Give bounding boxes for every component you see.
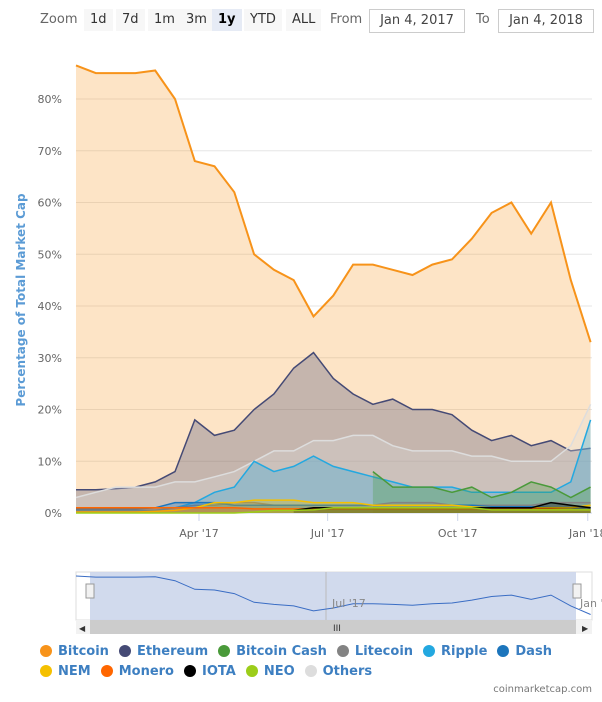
legend-marker-icon (184, 665, 196, 677)
others-area (76, 404, 591, 513)
legend-item-monero[interactable]: Monero (100, 663, 174, 679)
legend-label: Litecoin (354, 643, 414, 659)
legend-item-others[interactable]: Others (304, 663, 373, 679)
y-tick-label: 0% (45, 507, 62, 520)
legend-marker-icon (245, 665, 258, 677)
legend-label: Bitcoin Cash (236, 643, 327, 659)
neo-area (76, 507, 591, 513)
neo-line[interactable] (76, 507, 591, 514)
from-label: From (330, 12, 363, 27)
zoom-button-7d[interactable]: 7d (116, 9, 145, 31)
legend-item-bitcoin[interactable]: Bitcoin (40, 644, 109, 659)
ethereum-line[interactable] (76, 351, 591, 491)
legend-marker-icon (40, 665, 52, 677)
y-tick-label: 60% (38, 197, 62, 210)
legend-label: NEO (263, 663, 295, 679)
legend-item-nem[interactable]: NEM (40, 664, 91, 679)
legend-label: Ripple (441, 643, 488, 659)
scroll-left-arrow-icon[interactable]: ◀ (79, 624, 86, 633)
from-date-input[interactable]: Jan 4, 2017 (369, 9, 465, 33)
legend-label: Bitcoin (58, 643, 109, 659)
y-tick-label: 70% (38, 145, 62, 158)
zoom-button-3m[interactable]: 3m (180, 9, 213, 31)
zoom-label: Zoom (40, 12, 78, 27)
legend-label: Dash (515, 643, 552, 659)
ethereum-area (76, 352, 591, 513)
legend-marker-icon (40, 645, 52, 657)
bitcoin-cash-line[interactable] (372, 471, 591, 499)
legend-label: Ethereum (136, 643, 209, 659)
legend-item-bitcoin-cash[interactable]: Bitcoin Cash (218, 644, 327, 659)
navigator-tick-jul: Jul '17 (331, 597, 366, 610)
zoom-button-all[interactable]: ALL (286, 9, 322, 31)
zoom-button-1m[interactable]: 1m (148, 9, 181, 31)
x-tick-label: Jan '18 (568, 527, 602, 540)
y-tick-label: 30% (38, 352, 62, 365)
y-tick-label: 80% (38, 93, 62, 106)
legend-marker-icon (218, 645, 231, 657)
zoom-button-1d[interactable]: 1d (84, 9, 113, 31)
legend-marker-icon (336, 645, 349, 657)
legend-label: NEM (58, 663, 91, 679)
x-tick-label: Apr '17 (179, 527, 219, 540)
x-tick-label: Oct '17 (438, 527, 478, 540)
navigator-right-handle[interactable] (572, 583, 582, 599)
y-tick-label: 10% (38, 455, 62, 468)
navigator-left-handle[interactable] (85, 583, 95, 599)
nem-area (76, 500, 591, 513)
to-date-input[interactable]: Jan 4, 2018 (498, 9, 594, 33)
legend-item-iota[interactable]: IOTA (184, 664, 236, 679)
navigator-tick-jan: Jan '18 (579, 597, 602, 610)
legend-marker-icon (304, 665, 317, 677)
scroll-right-arrow-icon[interactable]: ▶ (582, 624, 589, 633)
y-tick-label: 50% (38, 248, 62, 261)
others-line[interactable] (75, 403, 592, 499)
ripple-line[interactable] (76, 419, 592, 512)
legend-item-neo[interactable]: NEO (245, 663, 295, 679)
bitcoin-area (76, 65, 591, 514)
legend-label: Others (322, 663, 373, 679)
bitcoin-line[interactable] (75, 64, 592, 343)
credit-link[interactable]: coinmarketcap.com (493, 684, 592, 695)
legend-marker-icon (118, 645, 131, 657)
legend-item-dash[interactable]: Dash (497, 644, 552, 659)
zoom-button-1y[interactable]: 1y (212, 9, 242, 31)
legend-label: IOTA (202, 663, 236, 679)
legend-label: Monero (118, 663, 174, 679)
navigator[interactable]: Jul '17 Jan '18 III ◀ ▶ (0, 568, 602, 638)
y-tick-label: 40% (38, 300, 62, 313)
zoom-button-ytd[interactable]: YTD (244, 9, 282, 31)
main-chart: Percentage of Total Market Cap 0% 10% 20% 3… (14, 64, 602, 540)
legend-item-ethereum[interactable]: Ethereum (118, 643, 209, 659)
scrollbar-thumb[interactable] (90, 620, 576, 634)
navigator-bitcoin-line (75, 575, 591, 615)
monero-line[interactable] (76, 507, 591, 511)
legend-item-ripple[interactable]: Ripple (423, 644, 487, 659)
legend-item-litecoin[interactable]: Litecoin (336, 643, 414, 659)
x-tick-label: Jul '17 (310, 527, 345, 540)
legend: Bitcoin Ethereum Bitcoin Cash Litecoin Rippl… (40, 641, 602, 681)
y-tick-label: 20% (38, 404, 62, 417)
to-label: To (476, 12, 490, 27)
legend-marker-icon (423, 645, 436, 657)
legend-marker-icon (100, 665, 113, 677)
y-axis-label: Percentage of Total Market Cap (14, 193, 28, 407)
legend-marker-icon (497, 645, 510, 657)
dash-line[interactable] (76, 501, 591, 510)
scrollbar-grip-icon: III (333, 624, 341, 634)
